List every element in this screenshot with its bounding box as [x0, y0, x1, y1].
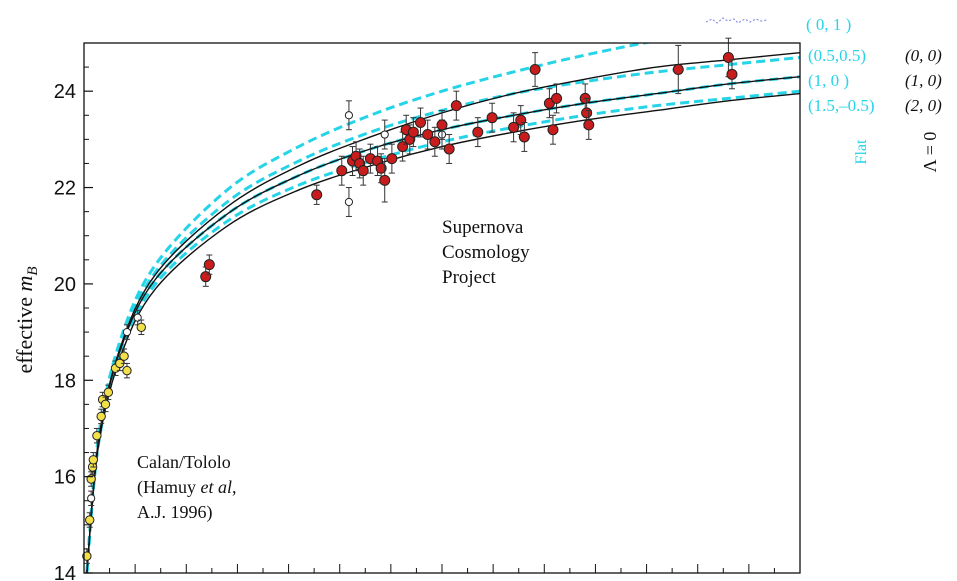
point-open	[380, 130, 389, 139]
y-tick-label: 22	[54, 178, 76, 200]
point-scp	[429, 136, 441, 148]
y-axis-label: effective mB	[12, 266, 41, 373]
point-calan	[122, 365, 132, 376]
legend-flat-1: (0.5,0.5)	[808, 46, 866, 65]
legend-lambda-title: Λ = 0	[920, 132, 940, 173]
annotation-scp-line2: Cosmology	[442, 242, 530, 263]
legend-lambda-1: (1, 0)	[905, 71, 942, 90]
point-open	[133, 313, 142, 322]
point-scp	[508, 121, 520, 133]
point-scp	[551, 92, 563, 104]
legend-lambda-2: (2, 0)	[905, 96, 942, 115]
point-scp	[529, 64, 541, 75]
point-open	[122, 327, 132, 337]
point-scp	[203, 259, 215, 271]
curve-flat	[85, 75, 800, 573]
point-calan	[100, 399, 111, 410]
point-scp	[375, 162, 387, 174]
y-tick-label: 16	[54, 467, 76, 489]
point-scp	[386, 153, 398, 165]
point-calan	[82, 551, 92, 561]
point-scp	[443, 143, 455, 155]
y-tick-label: 14	[54, 563, 76, 581]
curve-lambda0	[86, 76, 800, 573]
y-tick-label: 20	[54, 274, 76, 296]
point-calan	[92, 430, 102, 441]
legend-lambda0: (0, 0) (1, 0) (2, 0) Λ = 0	[905, 46, 942, 172]
y-axis-ticks: 14 16 18 20 22 24	[54, 66, 775, 581]
point-calan	[136, 322, 146, 332]
point-scp	[415, 117, 427, 128]
point-scp	[581, 107, 593, 119]
point-calan	[96, 411, 106, 422]
point-scp	[407, 126, 419, 138]
point-open	[344, 111, 354, 120]
point-calan	[88, 455, 99, 465]
point-calan	[85, 515, 95, 525]
legend-scribble	[705, 17, 768, 24]
point-scp	[486, 112, 498, 124]
point-scp	[379, 174, 391, 186]
point-scp	[547, 124, 559, 136]
curve-flat	[85, 89, 800, 573]
point-scp	[583, 119, 595, 131]
point-scp	[436, 119, 448, 131]
point-scp	[726, 68, 738, 80]
legend-flat-0: ( 0, 1 )	[806, 15, 851, 34]
point-calan	[103, 387, 114, 398]
y-tick-label: 24	[54, 81, 76, 103]
point-scp	[450, 100, 462, 112]
data-points	[82, 37, 738, 564]
annotation-calan-line3: A.J. 1996)	[137, 502, 213, 523]
point-scp	[472, 126, 484, 138]
annotation-scp-line1: Supernova	[442, 217, 524, 238]
legend-flat: ( 0, 1 ) (0.5,0.5) (1, 0 ) (1.5,–0.5) Fl…	[705, 15, 875, 164]
point-scp	[518, 131, 530, 143]
point-open	[344, 197, 354, 207]
legend-flat-3: (1.5,–0.5)	[808, 96, 875, 115]
point-scp	[311, 189, 323, 201]
annotation-calan-line1: Calan/Tololo	[137, 452, 231, 472]
legend-flat-title: Flat	[853, 139, 870, 164]
legend-lambda-0: (0, 0)	[905, 46, 942, 65]
y-tick-label: 18	[54, 370, 76, 392]
point-scp	[336, 165, 348, 177]
annotation-calan-line2: (Hamuy et al,	[137, 477, 236, 498]
point-scp	[357, 165, 369, 177]
legend-flat-2: (1, 0 )	[808, 71, 849, 90]
point-scp	[672, 64, 684, 75]
annotation-scp-line3: Project	[442, 267, 497, 288]
point-open	[87, 494, 96, 503]
point-scp	[422, 129, 434, 141]
point-calan	[119, 351, 129, 361]
